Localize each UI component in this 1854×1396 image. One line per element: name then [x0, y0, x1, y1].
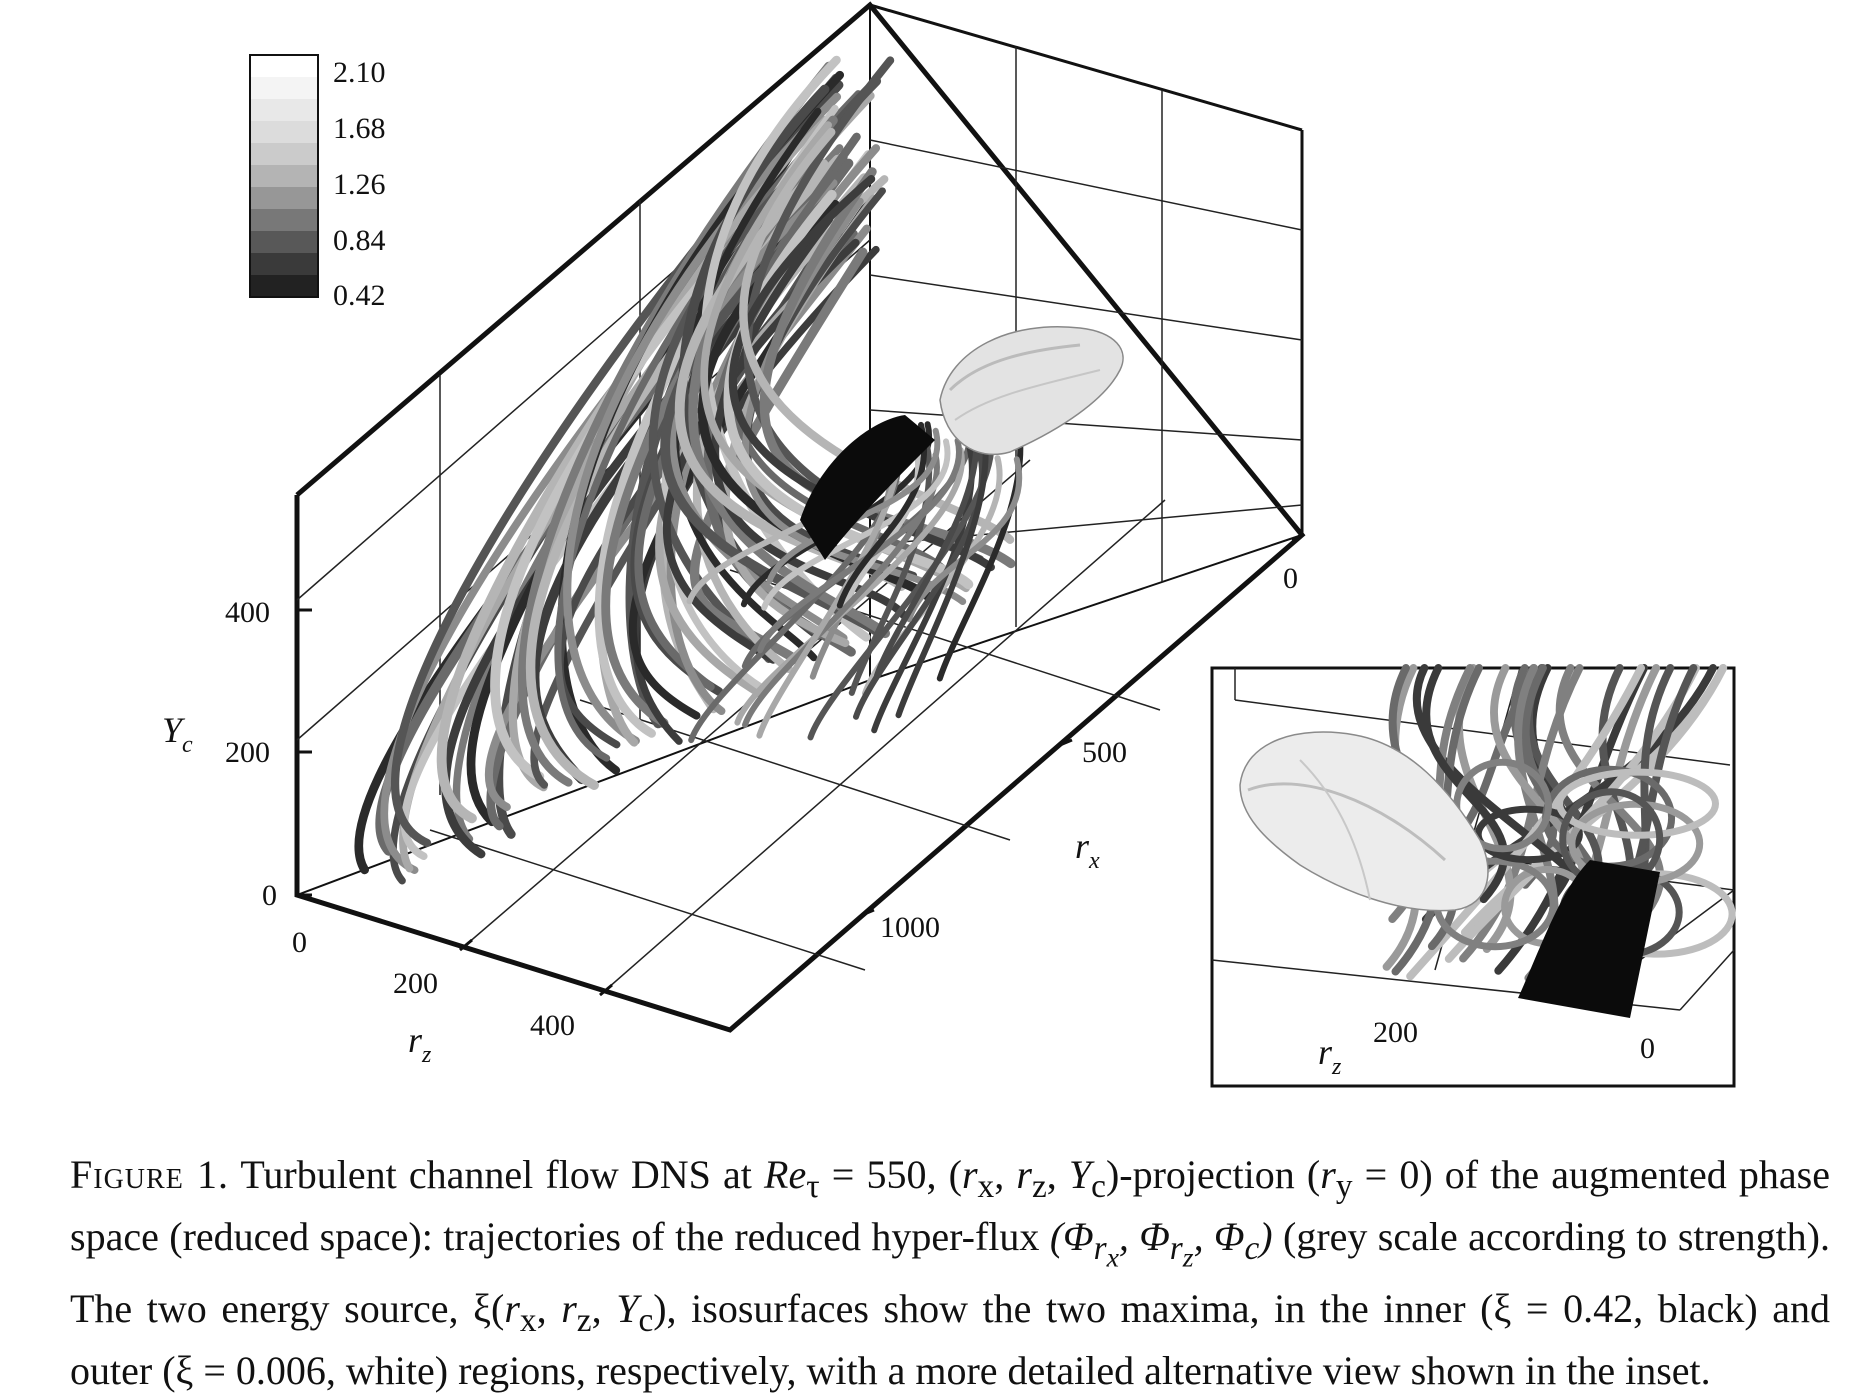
trajectory — [895, 423, 989, 719]
inset-rz-axis-title: rz — [1318, 1032, 1342, 1080]
caption-var: r — [1320, 1152, 1336, 1197]
colorbar: 2.10 1.68 1.26 0.84 0.42 — [249, 54, 386, 312]
trajectories — [354, 55, 1024, 885]
inset-outer-isosurface — [1239, 731, 1489, 912]
trajectory — [936, 417, 1024, 682]
caption-var: r — [561, 1285, 577, 1331]
colorbar-level — [250, 275, 318, 298]
inset-view: rz 200 0 — [1210, 664, 1736, 1088]
colorbar-level — [250, 77, 318, 100]
rx-axis-title: rx — [1075, 826, 1100, 874]
trajectory — [906, 456, 1023, 623]
trajectory — [836, 421, 928, 609]
caption-var: r — [504, 1285, 520, 1331]
tick-marks — [297, 533, 1303, 997]
colorbar-level — [250, 99, 318, 122]
trajectory — [766, 427, 941, 585]
caption-sub: c — [1091, 1168, 1106, 1205]
trajectory — [697, 199, 933, 601]
caption-sub: z — [576, 1301, 592, 1339]
inset-tick: 200 — [1373, 1016, 1418, 1049]
trajectory — [734, 447, 965, 726]
trajectory — [839, 436, 922, 614]
colorbar-tick: 1.68 — [333, 112, 386, 145]
colorbar-level — [250, 143, 318, 166]
colorbar-level — [250, 121, 318, 144]
trajectory — [518, 61, 833, 787]
caption-sub: y — [1335, 1168, 1353, 1205]
figure-3d-plot: 2.10 1.68 1.26 0.84 0.42 400 200 0 0 200… — [162, 1, 1736, 1088]
caption-text: )-projection ( — [1105, 1152, 1321, 1197]
caption-text: Turbulent channel flow DNS at — [228, 1152, 765, 1197]
colorbar-level — [250, 165, 318, 188]
colorbar-level — [250, 253, 318, 276]
inset-trajectory — [1474, 805, 1583, 864]
caption-var: r — [961, 1152, 978, 1197]
caption-sub: x — [977, 1168, 995, 1205]
caption-label: Figure 1. — [70, 1152, 229, 1197]
rx-tick: 1000 — [880, 911, 940, 944]
caption-re: Re — [764, 1152, 807, 1197]
inset-trajectory — [1556, 768, 1719, 839]
colorbar-tick: 2.10 — [333, 56, 386, 89]
yc-tick: 200 — [225, 736, 270, 769]
rx-tick: 0 — [1283, 562, 1298, 595]
caption-text: ), isosurfaces show the two maxima, in t… — [70, 1285, 1831, 1393]
trajectory — [874, 417, 980, 679]
caption-sub: x — [519, 1301, 537, 1339]
caption-re-sub: τ — [806, 1168, 820, 1205]
caption-text: (grey scale according to strength). The … — [70, 1214, 1831, 1331]
inset-trajectory — [1422, 664, 1509, 904]
colorbar-level — [250, 209, 318, 232]
rz-tick: 400 — [530, 1009, 575, 1042]
caption-var: r — [1016, 1152, 1032, 1197]
caption-sub: c — [638, 1301, 654, 1339]
colorbar-level — [250, 187, 318, 210]
yc-tick: 400 — [225, 596, 270, 629]
rx-tick: 500 — [1082, 736, 1127, 769]
trajectory — [761, 438, 951, 611]
caption-var: Y — [1068, 1152, 1092, 1197]
rz-tick: 0 — [292, 926, 307, 959]
caption-phi: (Φrx, Φrz, Φc) — [1049, 1214, 1273, 1274]
inset-tick: 0 — [1640, 1032, 1655, 1065]
yc-tick: 0 — [262, 879, 277, 912]
colorbar-level — [250, 231, 318, 254]
inner-isosurface — [800, 415, 935, 560]
inset-inner-isosurface — [1518, 860, 1660, 1018]
figure-caption: Figure 1. Turbulent channel flow DNS at … — [70, 1152, 1831, 1393]
outer-isosurface — [939, 326, 1124, 456]
colorbar-tick: 0.42 — [333, 279, 386, 312]
caption-sub: z — [1031, 1168, 1047, 1205]
colorbar-tick: 1.26 — [333, 168, 386, 201]
yc-axis-title: Yc — [162, 710, 193, 758]
rz-axis-title: rz — [408, 1020, 432, 1068]
colorbar-level — [250, 55, 318, 78]
rz-tick: 200 — [393, 967, 438, 1000]
caption-var: Y — [616, 1285, 639, 1331]
caption-text: = 550, ( — [819, 1152, 962, 1197]
caption-text: = 0) of the augmented phase space (reduc… — [70, 1152, 1831, 1259]
colorbar-tick: 0.84 — [333, 224, 386, 257]
colorbar-levels — [250, 55, 318, 298]
trajectory — [728, 174, 995, 572]
